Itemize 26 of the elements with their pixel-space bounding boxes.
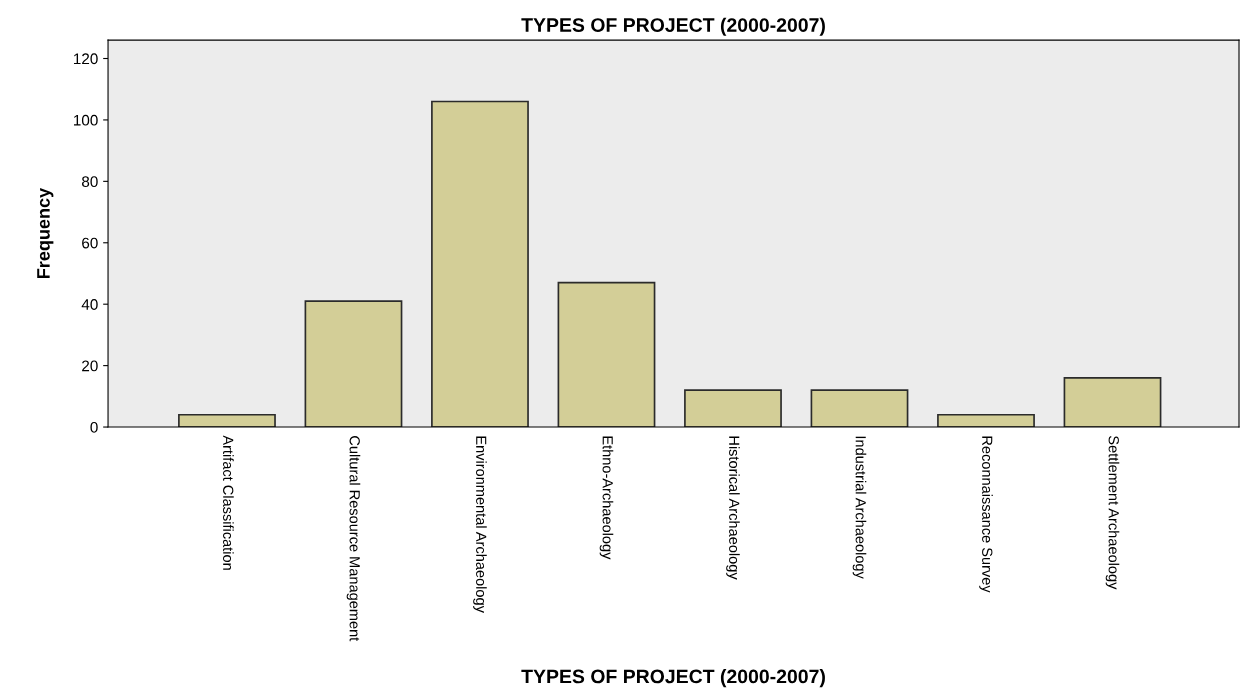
y-tick-label: 0: [90, 421, 98, 433]
x-tick-label: Cultural Resource Management: [346, 436, 361, 642]
y-axis-title: Frequency: [37, 188, 54, 278]
bar: [1063, 377, 1162, 428]
x-tick-label: Reconnaissance Survey: [979, 436, 993, 593]
bar: [937, 413, 1035, 428]
y-tick-label: 100: [73, 114, 98, 126]
bar: [178, 413, 276, 428]
x-axis-title: TYPES OF PROJECT (2000-2007): [521, 669, 825, 688]
x-tick-label: Ethno-Archaeology: [599, 436, 614, 560]
y-tick-label: 80: [81, 176, 98, 188]
y-tick-label: 20: [82, 360, 98, 372]
x-tick-label: Artifact Classification: [223, 435, 234, 570]
x-tick-label: Environmental Archaeology: [473, 436, 487, 613]
chart-title: TYPES OF PROJECT (2000-2007): [521, 17, 825, 36]
bar: [431, 100, 529, 428]
x-tick-label: Industrial Archaeology: [852, 436, 867, 579]
x-tick-label: Historical Archaeology: [726, 436, 740, 580]
bar: [684, 389, 782, 428]
bar: [557, 281, 656, 428]
y-tick-label: 120: [73, 53, 98, 65]
bar: [304, 300, 403, 428]
bar: [810, 389, 909, 428]
x-tick-label: Settlement Archaeology: [1105, 436, 1120, 590]
y-tick-label: 60: [82, 237, 98, 249]
y-tick-label: 40: [81, 299, 98, 310]
